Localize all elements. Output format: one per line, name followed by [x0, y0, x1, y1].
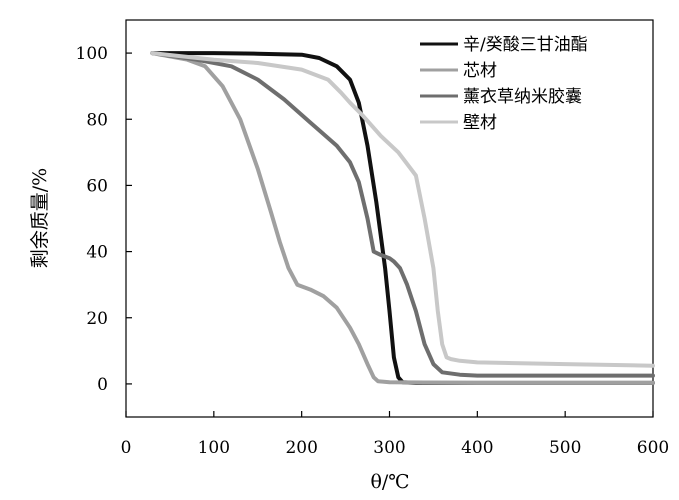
- series-line-2: [150, 51, 655, 378]
- y-tick-label: 60: [86, 176, 108, 196]
- x-tick-label: 0: [121, 438, 132, 458]
- legend-label-0: 辛/癸酸三甘油酯: [463, 35, 588, 55]
- series-line-3: [150, 51, 655, 368]
- y-axis-label: 剩余质量/%: [29, 168, 51, 268]
- x-tick-label: 500: [549, 438, 581, 458]
- legend: 辛/癸酸三甘油酯 芯材 薰衣草纳米胶囊 壁材: [420, 35, 588, 133]
- x-tick-label: 600: [637, 438, 669, 458]
- series-layer: [150, 51, 655, 385]
- legend-label-3: 壁材: [463, 113, 497, 133]
- tick-layer: 0 100 200 300 400 500 600 0 20 40 60 80 100: [76, 44, 670, 458]
- legend-label-1: 芯材: [463, 61, 497, 81]
- y-tick-label: 0: [97, 375, 108, 395]
- y-tick-label: 40: [86, 243, 108, 263]
- y-tick-label: 100: [76, 44, 108, 64]
- x-tick-label: 100: [198, 438, 230, 458]
- legend-label-2: 薰衣草纳米胶囊: [463, 87, 582, 107]
- x-tick-label: 200: [285, 438, 317, 458]
- series-line-1: [150, 51, 655, 385]
- x-tick-label: 400: [461, 438, 493, 458]
- y-tick-label: 20: [86, 309, 108, 329]
- x-axis-label: θ/℃: [370, 471, 409, 493]
- plot-frame: [125, 19, 654, 418]
- x-tick-label: 300: [373, 438, 405, 458]
- y-tick-label: 80: [86, 110, 108, 130]
